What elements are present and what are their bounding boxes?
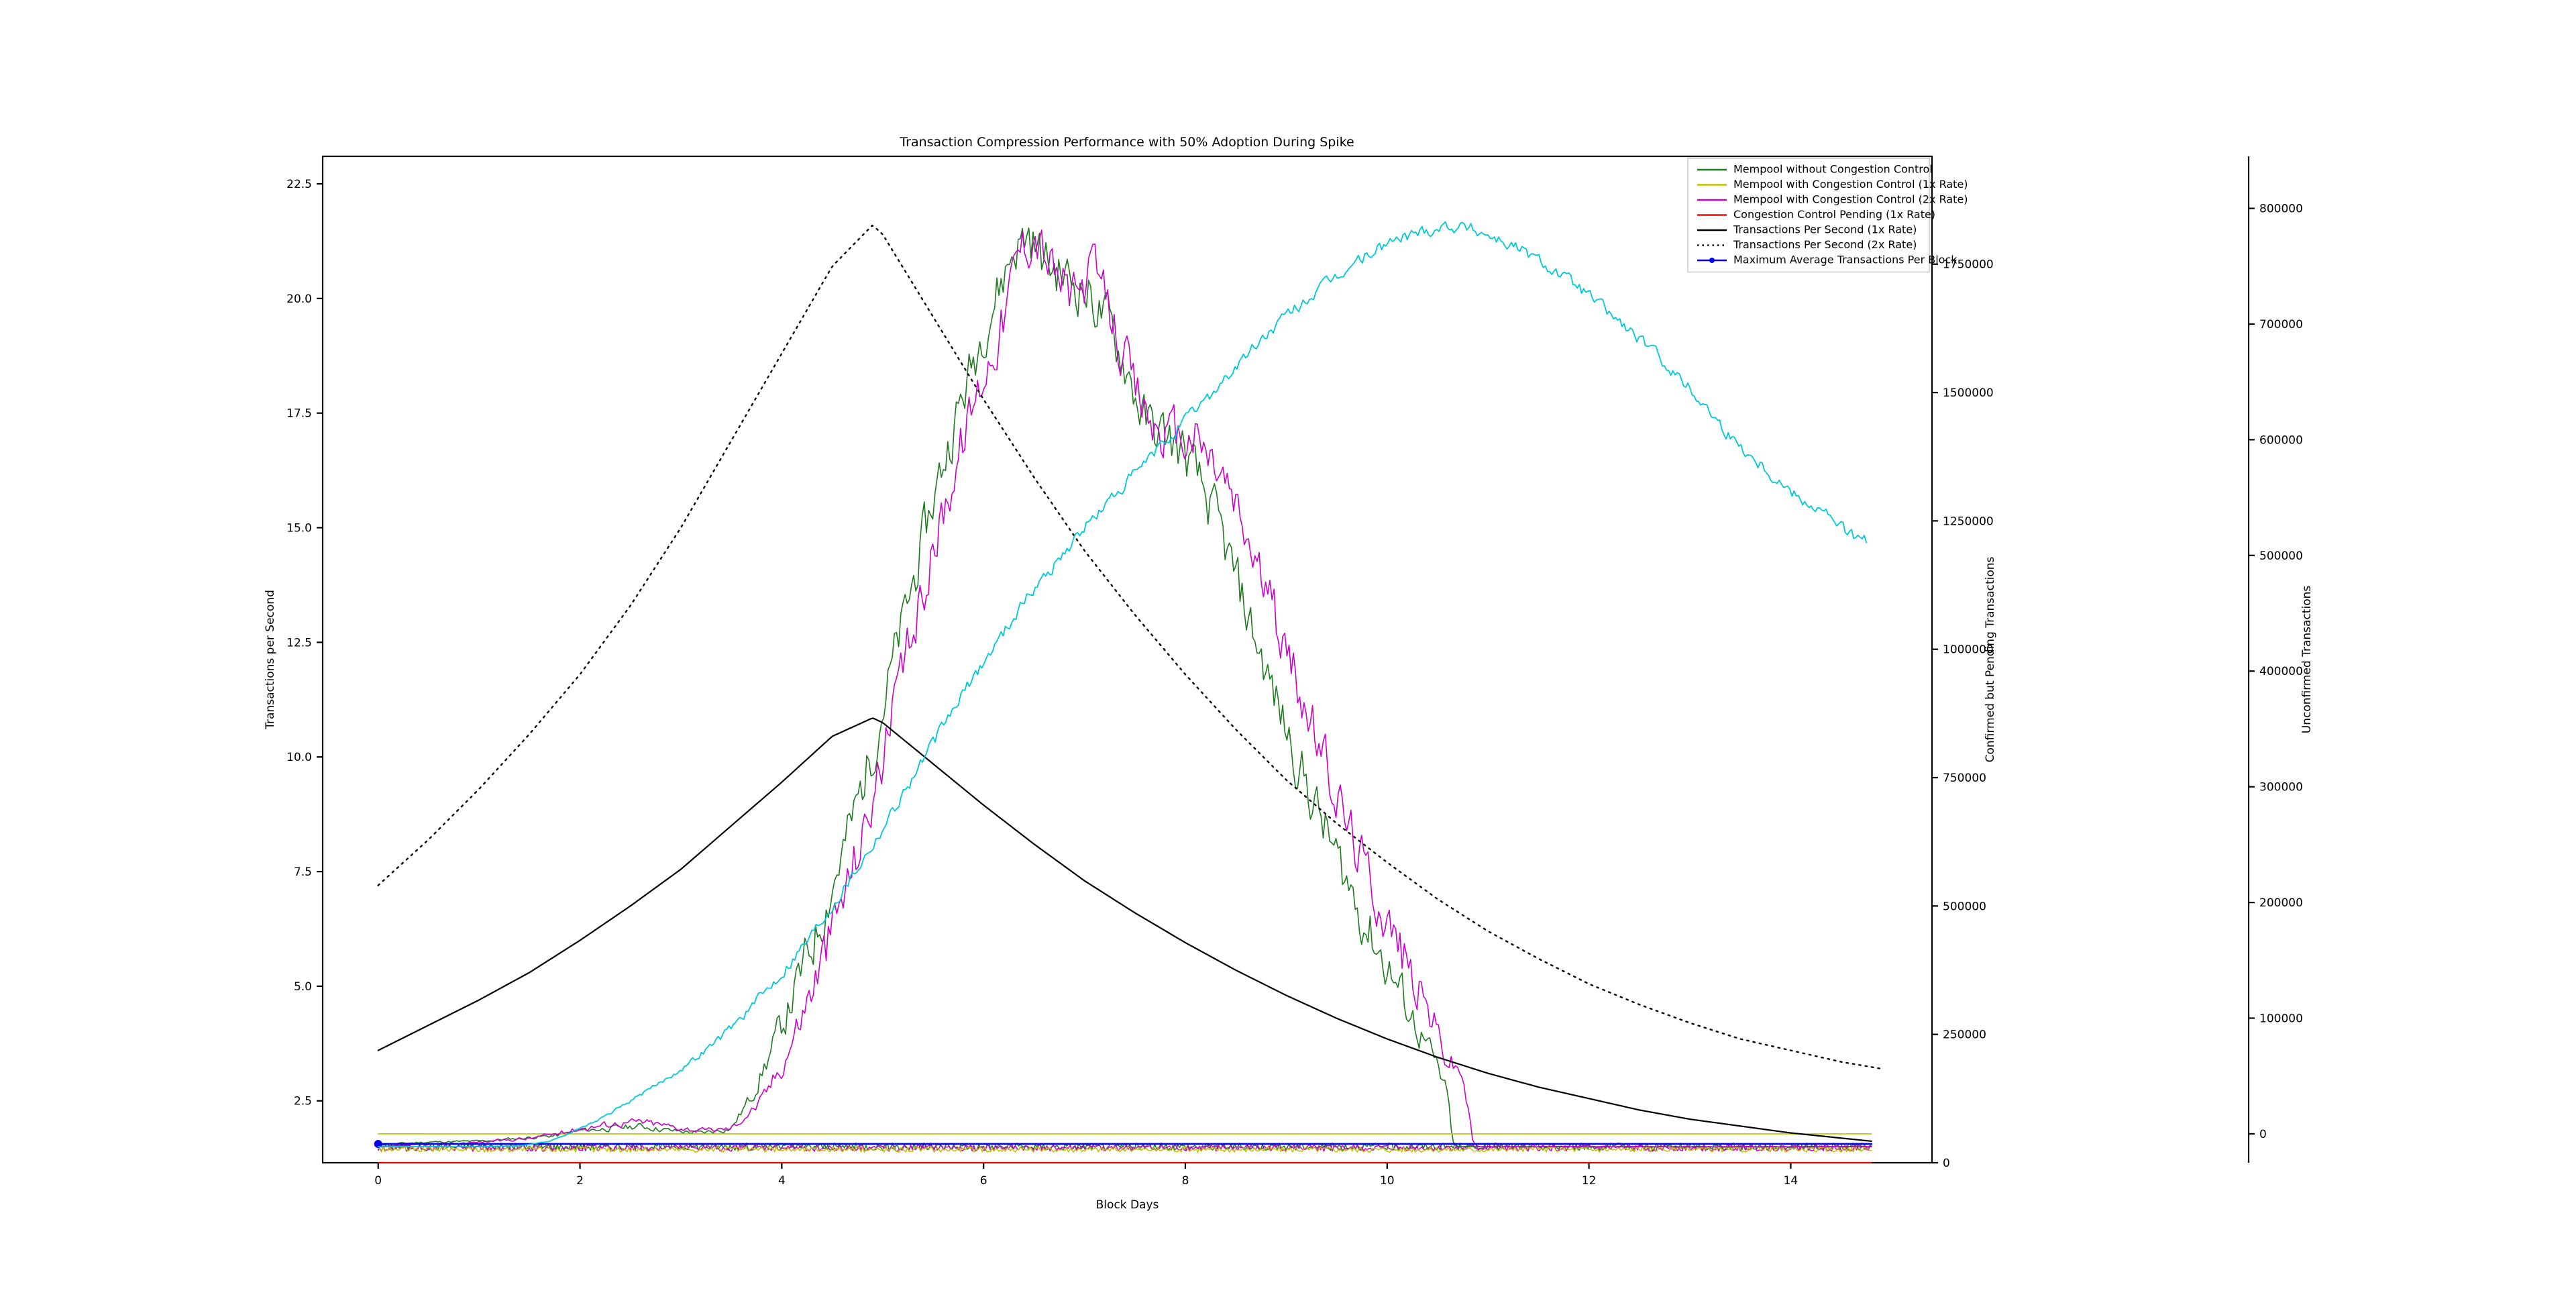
- right-axis-1-tick-label: 1750000: [1943, 258, 1994, 272]
- legend-label-0[interactable]: Mempool without Congestion Control: [1733, 163, 1933, 176]
- legend-label-3[interactable]: Congestion Control Pending (1x Rate): [1733, 208, 1935, 221]
- series-line-magenta-baseline: [377, 1144, 1872, 1152]
- series-line-2: [377, 229, 1872, 1148]
- series-layer: [374, 221, 1882, 1163]
- legend-label-1[interactable]: Mempool with Congestion Control (1x Rate…: [1733, 178, 1968, 191]
- x-tick-label: 2: [576, 1174, 584, 1188]
- x-tick-label: 0: [374, 1174, 382, 1188]
- legend-background: [1687, 158, 1930, 273]
- right-axis-2-tick-label: 0: [2259, 1128, 2267, 1141]
- right-axis-2-tick-label: 500000: [2259, 550, 2303, 563]
- right-axis-2-tick-label: 800000: [2259, 203, 2303, 216]
- legend-label-5[interactable]: Transactions Per Second (2x Rate): [1733, 238, 1917, 251]
- left-tick-label: 17.5: [286, 407, 312, 421]
- left-tick-label: 7.5: [294, 866, 312, 879]
- left-tick-label: 10.0: [286, 751, 312, 764]
- right-axis-2-title: Unconfirmed Transactions: [2300, 586, 2314, 734]
- left-axis-title: Transactions per Second: [264, 590, 277, 730]
- right-axis-2-tick-label: 100000: [2259, 1012, 2303, 1025]
- x-tick-label: 10: [1380, 1174, 1395, 1188]
- legend-label-2[interactable]: Mempool with Congestion Control (2x Rate…: [1733, 193, 1968, 206]
- left-tick-label: 15.0: [286, 522, 312, 535]
- left-tick-label: 5.0: [294, 980, 312, 994]
- legend-label-6[interactable]: Maximum Average Transactions Per Block: [1733, 254, 1957, 266]
- left-axis: 2.5 5.0 7.5 10.0 12.5 15.0 17.5 20.0 22.5 Transac…: [264, 178, 323, 1108]
- left-tick-label: 20.0: [286, 293, 312, 306]
- x-tick-label: 4: [778, 1174, 786, 1188]
- left-tick-label: 12.5: [286, 636, 312, 649]
- x-tick-label: 6: [980, 1174, 987, 1188]
- right-axis-unconfirmed: 0 100000 200000 300000 400000 500000 600000 700…: [2247, 156, 2314, 1163]
- right-axis-1-title: Confirmed but Pending Transactions: [1984, 556, 1997, 762]
- right-axis-2-tick-label: 300000: [2259, 781, 2303, 794]
- series-line-7: [377, 221, 1868, 1148]
- legend-marker-6: [1709, 258, 1715, 263]
- right-axis-1-tick-label: 1500000: [1943, 386, 1994, 400]
- chart-legend[interactable]: Mempool without Congestion Control Mempoo…: [1687, 158, 1968, 273]
- right-axis-1-tick-label: 1250000: [1943, 515, 1994, 528]
- x-tick-label: 8: [1182, 1174, 1189, 1188]
- legend-label-4[interactable]: Transactions Per Second (1x Rate): [1733, 223, 1917, 236]
- x-axis: 0 2 4 6 8 10 12 14 Block Days: [374, 1163, 1798, 1212]
- right-axis-2-tick-label: 700000: [2259, 318, 2303, 331]
- series-line-4: [377, 717, 1872, 1142]
- right-axis-1-tick-label: 1000000: [1943, 643, 1994, 657]
- left-tick-label: 2.5: [294, 1095, 312, 1108]
- x-tick-label: 12: [1582, 1174, 1597, 1188]
- right-axis-1-tick-label: 250000: [1943, 1029, 1986, 1042]
- right-axis-2-tick-label: 200000: [2259, 896, 2303, 910]
- right-axis-2-tick-label: 400000: [2259, 665, 2303, 678]
- right-axis-1-tick-label: 750000: [1943, 772, 1986, 785]
- x-tick-label: 14: [1784, 1174, 1799, 1188]
- right-axis-1-tick-label: 0: [1943, 1157, 1950, 1170]
- x-axis-title: Block Days: [1096, 1198, 1159, 1212]
- series-line-yellow-baseline: [377, 1146, 1872, 1153]
- series-marker-6: [374, 1139, 382, 1148]
- right-axis-2-tick-label: 600000: [2259, 433, 2303, 447]
- left-tick-label: 22.5: [286, 178, 312, 191]
- right-axis-1-tick-label: 500000: [1943, 900, 1986, 913]
- chart-title: Transaction Compression Performance with…: [899, 135, 1354, 150]
- right-axis-confirmed-pending: 0 250000 500000 750000 1000000 1250000 1500000…: [1932, 258, 1997, 1170]
